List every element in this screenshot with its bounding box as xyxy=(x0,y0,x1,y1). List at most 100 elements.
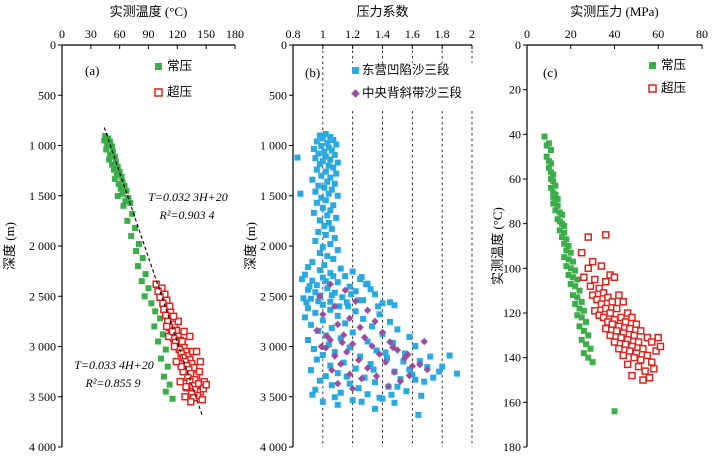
data-point-square xyxy=(304,264,311,271)
y-tick-label: 3 500 xyxy=(260,390,287,404)
data-point-open-square xyxy=(654,333,662,342)
x-axis-title: 实测压力 (MPa) xyxy=(570,4,658,19)
x-tick-label: 120 xyxy=(168,27,186,41)
data-point-square xyxy=(107,151,114,158)
data-point-open-square xyxy=(580,273,588,282)
data-point-open-square xyxy=(597,300,606,308)
data-point-square xyxy=(325,341,332,348)
data-point-square xyxy=(355,385,362,392)
data-point-open-square xyxy=(608,298,617,306)
data-point-diamond xyxy=(348,385,357,393)
data-point-square xyxy=(312,237,319,244)
data-point-square xyxy=(386,299,393,306)
data-point-square xyxy=(389,339,396,346)
data-point-open-square xyxy=(643,333,652,342)
data-point-square xyxy=(412,376,419,383)
data-point-open-square xyxy=(634,362,643,371)
data-point-square xyxy=(391,302,398,309)
data-point-square xyxy=(155,63,162,70)
data-point-open-square xyxy=(608,320,617,328)
data-point-open-square xyxy=(177,362,185,371)
data-point-square xyxy=(569,258,576,265)
data-point-square xyxy=(114,163,121,170)
series-sq xyxy=(294,130,461,418)
data-point-square xyxy=(327,270,334,277)
data-point-square xyxy=(349,397,356,404)
y-tick-label: 1 500 xyxy=(29,189,56,203)
data-point-square xyxy=(129,210,136,217)
data-point-open-square xyxy=(591,275,599,284)
data-point-square xyxy=(319,352,326,359)
data-point-open-square xyxy=(196,357,205,366)
data-point-open-square xyxy=(593,295,601,304)
panel-label: (c) xyxy=(543,65,557,80)
data-point-square xyxy=(331,180,338,187)
data-point-square xyxy=(333,141,340,148)
y-tick-label: 180 xyxy=(503,440,521,454)
data-point-square xyxy=(394,326,401,333)
data-point-square xyxy=(342,320,349,327)
data-point-open-square xyxy=(192,347,201,356)
data-point-square xyxy=(345,303,352,310)
data-point-square xyxy=(563,236,570,243)
data-point-open-square xyxy=(202,380,210,389)
data-point-open-square xyxy=(195,367,204,376)
data-point-square xyxy=(108,143,115,150)
legend-background xyxy=(343,63,480,108)
data-point-open-square xyxy=(180,327,188,336)
x-axis-title: 压力系数 xyxy=(356,4,408,19)
data-point-open-square xyxy=(187,398,195,406)
data-point-square xyxy=(358,398,365,405)
data-point-square xyxy=(415,411,422,418)
series-osq xyxy=(577,231,665,384)
data-point-square xyxy=(352,308,359,315)
data-point-diamond xyxy=(357,374,366,383)
data-point-square xyxy=(124,217,131,224)
data-point-square xyxy=(334,370,341,377)
data-point-square xyxy=(331,349,338,356)
regression-annotation: T=0.032 3H+20 xyxy=(148,190,228,204)
data-point-open-square xyxy=(584,264,592,273)
data-point-diamond xyxy=(368,342,376,350)
data-point-diamond xyxy=(372,372,381,380)
data-point-diamond xyxy=(319,310,327,319)
data-point-square xyxy=(113,171,120,178)
data-point-square xyxy=(561,229,568,236)
data-point-open-square xyxy=(181,393,189,401)
data-point-open-square xyxy=(619,298,627,306)
data-point-square xyxy=(358,274,365,281)
data-point-square xyxy=(574,312,581,319)
data-point-square xyxy=(346,283,353,290)
data-point-square xyxy=(567,265,574,272)
data-point-square xyxy=(321,149,328,156)
data-point-open-square xyxy=(174,317,183,326)
data-point-square xyxy=(583,341,590,348)
data-point-square xyxy=(101,137,108,144)
data-point-square xyxy=(382,349,389,356)
data-point-square xyxy=(319,135,326,142)
data-point-open-square xyxy=(621,340,630,349)
legend-label: 中央背斜带沙三段 xyxy=(362,85,462,100)
data-point-square xyxy=(162,346,169,353)
data-point-open-square xyxy=(648,84,657,93)
data-point-square xyxy=(327,174,334,181)
data-point-square xyxy=(580,327,587,334)
y-axis-title: 深度 (m) xyxy=(243,222,258,270)
data-point-square xyxy=(585,332,592,339)
data-point-square xyxy=(106,156,113,163)
data-point-square xyxy=(155,338,162,345)
data-point-square xyxy=(334,247,341,254)
data-point-square xyxy=(328,292,335,299)
y-tick-label: 80 xyxy=(509,217,521,231)
y-tick-label: 1 000 xyxy=(260,139,287,153)
data-point-square xyxy=(324,253,331,260)
data-point-square xyxy=(436,368,443,375)
data-point-square xyxy=(316,217,323,224)
data-point-square xyxy=(418,392,425,399)
data-point-diamond xyxy=(396,377,405,385)
data-point-square xyxy=(343,299,350,306)
data-point-diamond xyxy=(326,280,334,288)
data-point-square xyxy=(128,232,135,239)
x-tick-label: 1.6 xyxy=(405,27,420,41)
